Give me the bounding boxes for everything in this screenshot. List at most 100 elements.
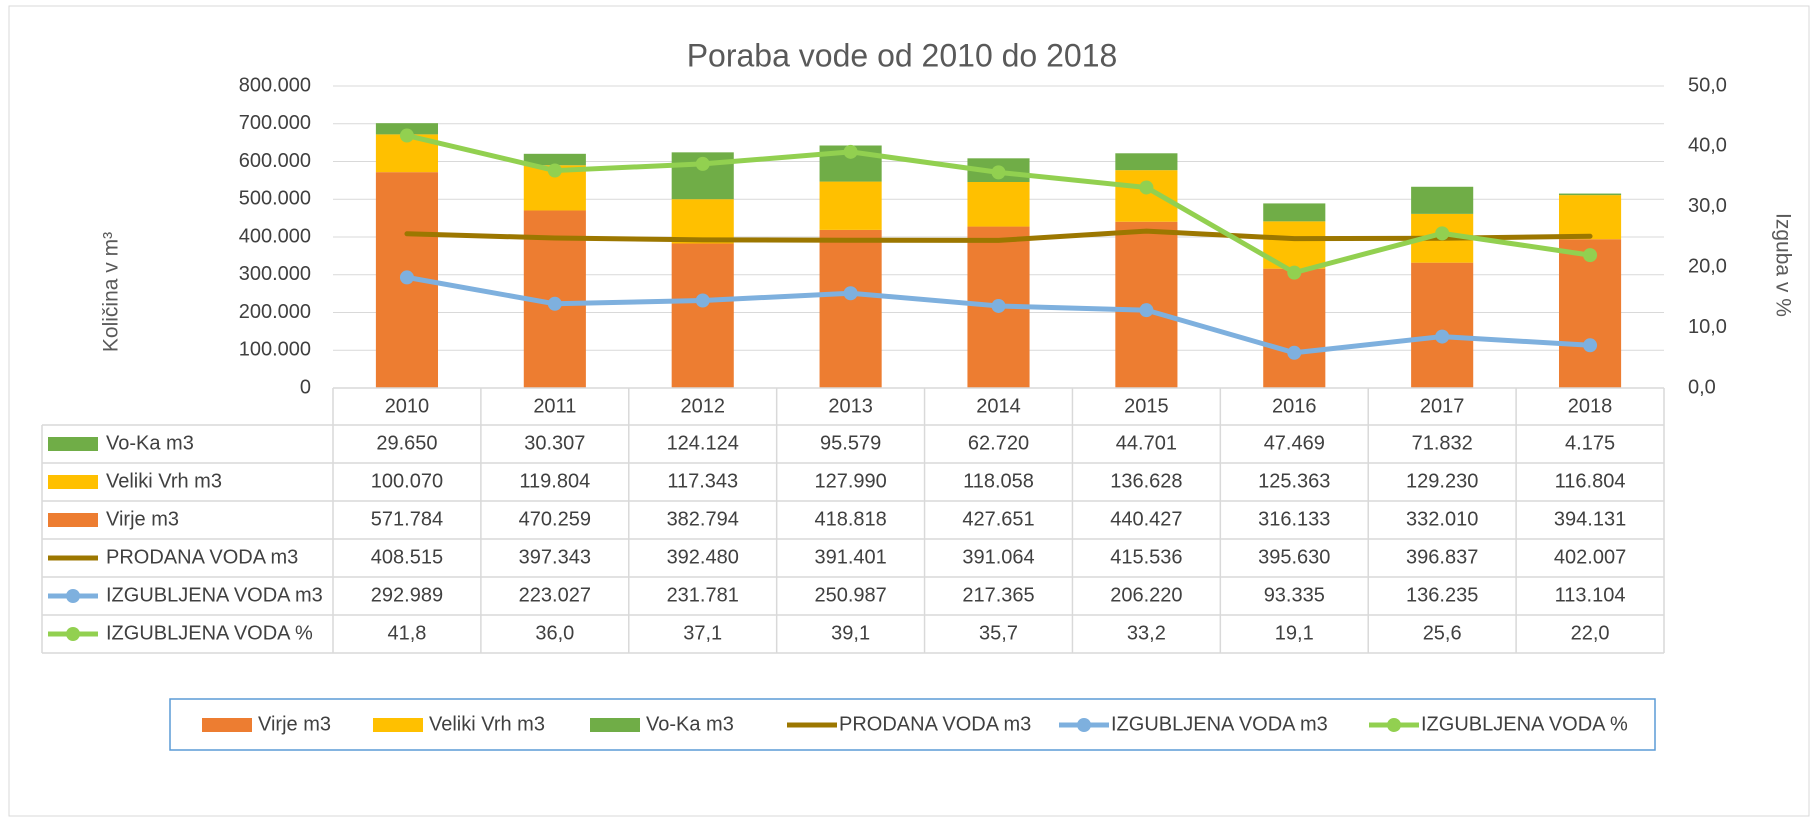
bar [671, 243, 734, 388]
y-axis-label: Količina v m³ [100, 232, 123, 352]
x-tick-label: 2014 [976, 395, 1021, 417]
legend-marker [1077, 718, 1091, 732]
line-marker [843, 144, 858, 159]
legend-swatch [590, 718, 640, 732]
table-cell: 47.469 [1264, 432, 1325, 454]
bar [819, 229, 882, 388]
bar [1411, 262, 1474, 388]
y-tick-label: 600.000 [239, 150, 311, 172]
table-cell: 382.794 [667, 508, 739, 530]
y2-tick-label: 50,0 [1688, 74, 1727, 96]
table-cell: 19,1 [1275, 622, 1314, 644]
x-tick-label: 2013 [828, 395, 873, 417]
line-marker [1139, 303, 1154, 318]
line-marker [695, 156, 710, 171]
legend-swatch [48, 475, 98, 489]
table-cell: 470.259 [519, 508, 591, 530]
table-cell: 395.630 [1258, 546, 1330, 568]
x-tick-label: 2015 [1124, 395, 1169, 417]
legend-swatch [373, 718, 423, 732]
table-cell: 127.990 [814, 470, 886, 492]
bar [967, 181, 1030, 227]
y2-tick-label: 10,0 [1688, 316, 1727, 338]
y-tick-label: 400.000 [239, 225, 311, 247]
line-marker [547, 296, 562, 311]
table-cell: 37,1 [683, 622, 722, 644]
table-cell: 418.818 [814, 508, 886, 530]
table-cell: 136.235 [1406, 584, 1478, 606]
y-tick-label: 300.000 [239, 263, 311, 285]
table-cell: 118.058 [963, 470, 1034, 492]
table-cell: 292.989 [371, 584, 443, 606]
x-tick-label: 2018 [1568, 395, 1613, 417]
table-cell: 93.335 [1264, 584, 1325, 606]
line-marker [1287, 345, 1302, 360]
table-cell: 316.133 [1258, 508, 1330, 530]
table-cell: 408.515 [371, 546, 443, 568]
table-cell: 427.651 [962, 508, 1034, 530]
line-marker [547, 163, 562, 178]
y-tick-label: 100.000 [239, 339, 311, 361]
line-marker [1583, 338, 1598, 353]
table-cell: 440.427 [1110, 508, 1182, 530]
line-marker [991, 298, 1006, 313]
table-cell: 332.010 [1406, 508, 1478, 530]
table-cell: 392.480 [667, 546, 739, 568]
y2-axis-label: Izguba v % [1771, 213, 1794, 317]
x-tick-label: 2012 [680, 395, 725, 417]
table-cell: 250.987 [814, 584, 886, 606]
table-cell: 117.343 [667, 470, 738, 492]
table-row-label: IZGUBLJENA VODA % [106, 622, 313, 644]
legend-frame [169, 698, 1656, 751]
line-marker [991, 165, 1006, 180]
table-row-label: PRODANA VODA m3 [106, 546, 298, 568]
table-cell: 4.175 [1565, 432, 1615, 454]
table-cell: 119.804 [519, 470, 590, 492]
line-marker [1435, 329, 1450, 344]
table-cell: 231.781 [667, 584, 739, 606]
bar [1115, 170, 1178, 222]
line-marker [843, 286, 858, 301]
legend-label: Vo-Ka m3 [646, 713, 734, 735]
table-cell: 129.230 [1406, 470, 1478, 492]
line-marker [1583, 248, 1598, 263]
table-cell: 217.365 [962, 584, 1034, 606]
line-marker [1287, 265, 1302, 280]
legend-label: Veliki Vrh m3 [429, 713, 545, 735]
table-cell: 223.027 [519, 584, 591, 606]
x-tick-label: 2010 [385, 395, 430, 417]
table-cell: 71.832 [1412, 432, 1473, 454]
legend-label: IZGUBLJENA VODA % [1421, 713, 1628, 735]
table-cell: 62.720 [968, 432, 1029, 454]
table-cell: 116.804 [1555, 470, 1626, 492]
bar [671, 199, 734, 244]
bar [1263, 203, 1326, 222]
table-cell: 39,1 [831, 622, 870, 644]
table-cell: 100.070 [371, 470, 443, 492]
table-cell: 571.784 [371, 508, 443, 530]
y2-tick-label: 0,0 [1688, 376, 1716, 398]
table-cell: 22,0 [1571, 622, 1610, 644]
legend-label: Virje m3 [258, 713, 331, 735]
table-cell: 25,6 [1423, 622, 1462, 644]
legend-marker [1387, 718, 1401, 732]
y-tick-label: 700.000 [239, 112, 311, 134]
table-cell: 125.363 [1258, 470, 1330, 492]
legend-swatch [48, 437, 98, 451]
table-cell: 402.007 [1554, 546, 1626, 568]
table-row-label: Veliki Vrh m3 [106, 470, 222, 492]
table-row-label: Virje m3 [106, 508, 179, 530]
table-cell: 206.220 [1110, 584, 1182, 606]
line-marker [695, 293, 710, 308]
line-marker [399, 128, 414, 143]
bar [523, 153, 586, 166]
table-cell: 394.131 [1554, 508, 1626, 530]
bar [1115, 153, 1178, 171]
y2-tick-label: 30,0 [1688, 195, 1727, 217]
y-tick-label: 800.000 [239, 74, 311, 96]
legend-marker [66, 589, 80, 603]
table-cell: 396.837 [1406, 546, 1478, 568]
y-tick-label: 500.000 [239, 188, 311, 210]
legend-marker [66, 627, 80, 641]
